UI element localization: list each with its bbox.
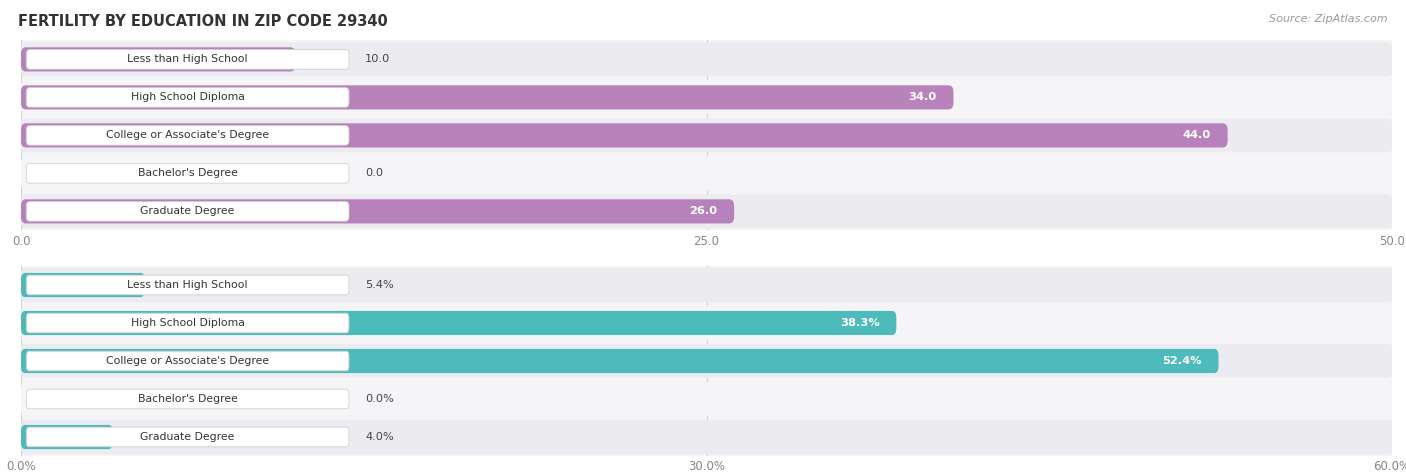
- Text: College or Associate's Degree: College or Associate's Degree: [105, 130, 269, 141]
- FancyBboxPatch shape: [21, 156, 1392, 190]
- Text: 44.0: 44.0: [1182, 130, 1211, 141]
- FancyBboxPatch shape: [21, 268, 1392, 302]
- FancyBboxPatch shape: [27, 87, 349, 107]
- Text: Graduate Degree: Graduate Degree: [141, 206, 235, 217]
- FancyBboxPatch shape: [21, 344, 1392, 378]
- FancyBboxPatch shape: [21, 80, 1392, 114]
- Text: 0.0%: 0.0%: [366, 394, 394, 404]
- Text: High School Diploma: High School Diploma: [131, 318, 245, 328]
- Text: Graduate Degree: Graduate Degree: [141, 432, 235, 442]
- FancyBboxPatch shape: [21, 311, 897, 335]
- FancyBboxPatch shape: [27, 201, 349, 221]
- Text: Source: ZipAtlas.com: Source: ZipAtlas.com: [1270, 14, 1388, 24]
- FancyBboxPatch shape: [27, 313, 349, 333]
- FancyBboxPatch shape: [21, 48, 295, 71]
- FancyBboxPatch shape: [21, 306, 1392, 340]
- Text: 4.0%: 4.0%: [366, 432, 394, 442]
- Text: 26.0: 26.0: [689, 206, 717, 217]
- Text: Bachelor's Degree: Bachelor's Degree: [138, 394, 238, 404]
- FancyBboxPatch shape: [21, 124, 1227, 147]
- FancyBboxPatch shape: [21, 194, 1392, 228]
- FancyBboxPatch shape: [27, 275, 349, 295]
- FancyBboxPatch shape: [21, 425, 112, 449]
- Text: 5.4%: 5.4%: [366, 280, 394, 290]
- FancyBboxPatch shape: [21, 382, 1392, 416]
- FancyBboxPatch shape: [27, 351, 349, 371]
- FancyBboxPatch shape: [21, 86, 953, 109]
- FancyBboxPatch shape: [27, 427, 349, 447]
- FancyBboxPatch shape: [27, 125, 349, 145]
- Text: 34.0: 34.0: [908, 92, 936, 103]
- FancyBboxPatch shape: [21, 420, 1392, 454]
- FancyBboxPatch shape: [21, 273, 145, 297]
- Text: Less than High School: Less than High School: [128, 280, 247, 290]
- FancyBboxPatch shape: [21, 349, 1219, 373]
- Text: 10.0: 10.0: [366, 54, 391, 65]
- Text: High School Diploma: High School Diploma: [131, 92, 245, 103]
- Text: Bachelor's Degree: Bachelor's Degree: [138, 168, 238, 179]
- FancyBboxPatch shape: [27, 389, 349, 409]
- FancyBboxPatch shape: [21, 42, 1392, 76]
- FancyBboxPatch shape: [27, 163, 349, 183]
- Text: College or Associate's Degree: College or Associate's Degree: [105, 356, 269, 366]
- Text: 52.4%: 52.4%: [1163, 356, 1202, 366]
- Text: 38.3%: 38.3%: [839, 318, 880, 328]
- Text: 0.0: 0.0: [366, 168, 384, 179]
- FancyBboxPatch shape: [21, 200, 734, 223]
- Text: FERTILITY BY EDUCATION IN ZIP CODE 29340: FERTILITY BY EDUCATION IN ZIP CODE 29340: [18, 14, 388, 29]
- FancyBboxPatch shape: [27, 49, 349, 69]
- FancyBboxPatch shape: [21, 118, 1392, 152]
- Text: Less than High School: Less than High School: [128, 54, 247, 65]
